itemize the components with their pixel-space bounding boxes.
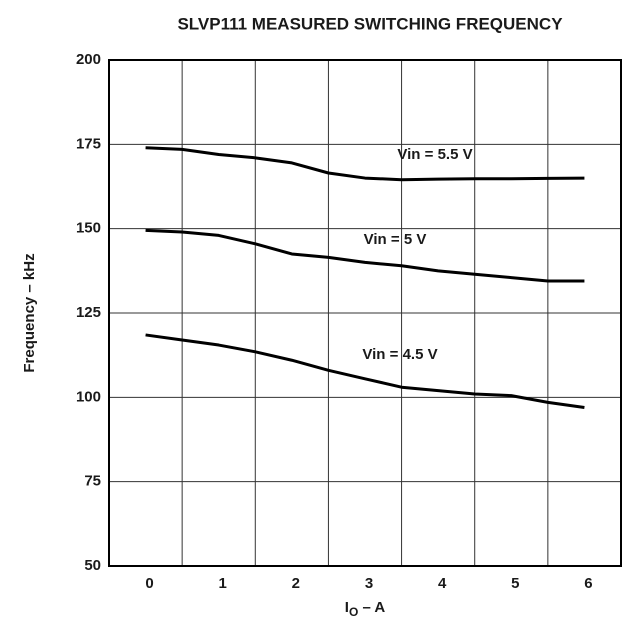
x-tick-label: 0 xyxy=(145,575,153,592)
x-tick-label: 2 xyxy=(292,575,300,592)
x-label-rest: – A xyxy=(358,599,385,616)
x-label-main: I xyxy=(345,599,349,616)
x-axis-label: IO – A xyxy=(345,599,386,619)
x-tick-label: 6 xyxy=(584,575,592,592)
data-line xyxy=(145,333,585,409)
x-tick-label: 5 xyxy=(511,575,519,592)
y-tick-label: 200 xyxy=(76,51,101,68)
chart-title: SLVP111 MEASURED SWITCHING FREQUENCY xyxy=(177,14,563,33)
x-tick-label: 4 xyxy=(438,575,447,592)
series-label: Vin = 5 V xyxy=(364,231,427,248)
y-tick-label: 50 xyxy=(84,557,101,574)
y-tick-label: 175 xyxy=(76,135,101,152)
data-line xyxy=(145,146,585,182)
series-label: Vin = 5.5 V xyxy=(397,146,472,163)
x-tick-label: 1 xyxy=(219,575,227,592)
series-label: Vin = 4.5 V xyxy=(362,346,437,363)
data-line xyxy=(145,228,585,283)
y-tick-label: 125 xyxy=(76,304,101,321)
x-label-sub: O xyxy=(349,605,358,619)
y-tick-label: 100 xyxy=(76,388,101,405)
plot-frame xyxy=(108,59,622,567)
y-tick-label: 75 xyxy=(84,473,101,490)
y-tick-label: 150 xyxy=(76,220,101,237)
y-axis-label: Frequency – kHz xyxy=(21,253,38,372)
x-tick-label: 3 xyxy=(365,575,373,592)
